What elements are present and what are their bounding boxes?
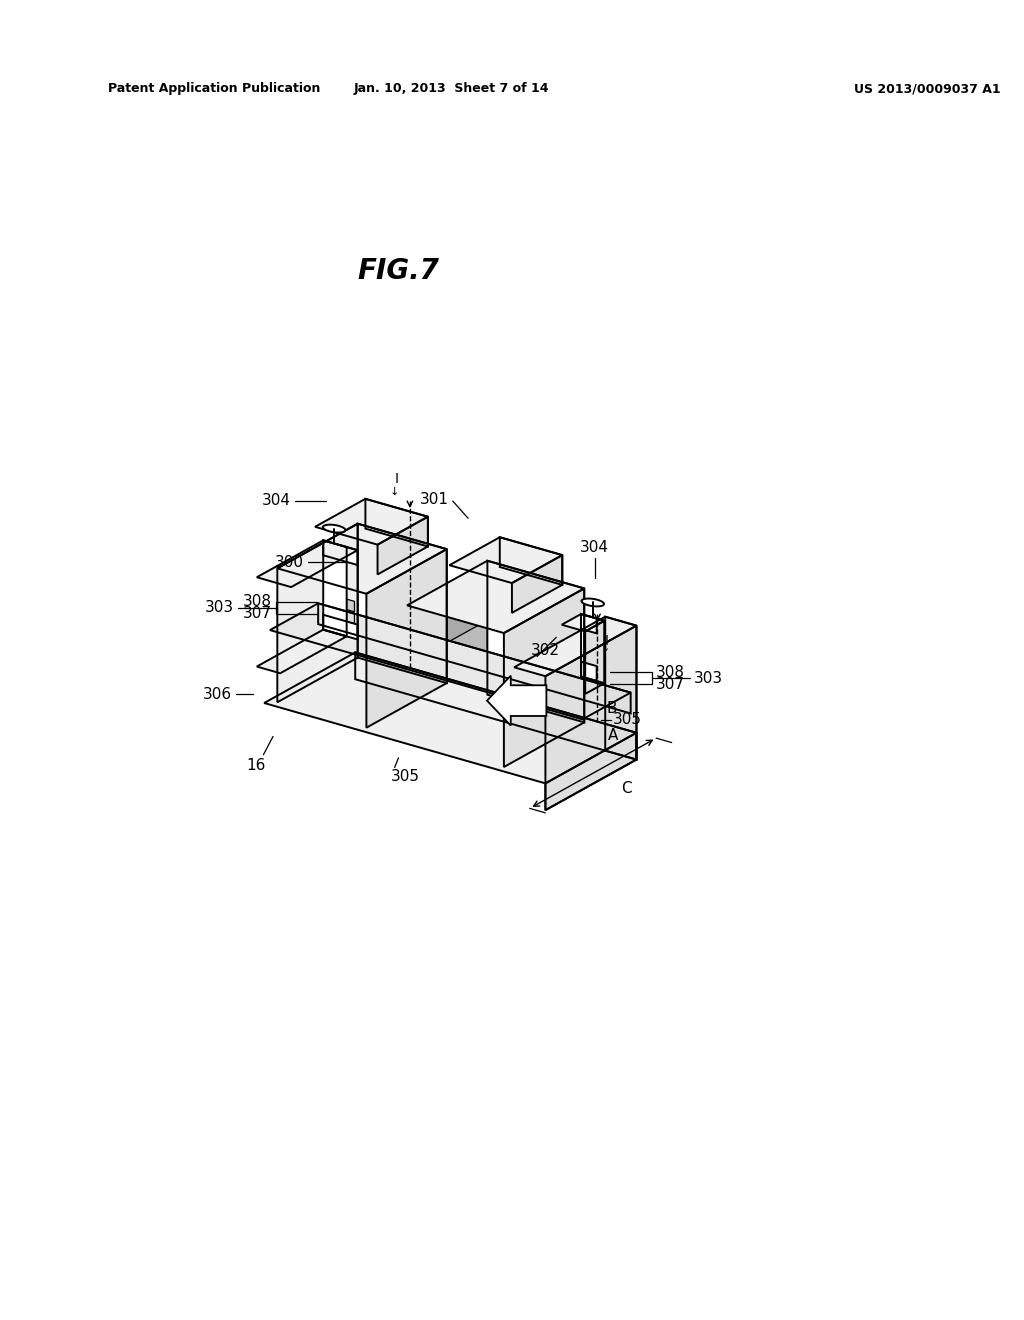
- Polygon shape: [264, 652, 637, 783]
- Text: US 2013/0009037 A1: US 2013/0009037 A1: [854, 82, 1001, 95]
- Text: 305: 305: [391, 770, 420, 784]
- Polygon shape: [324, 540, 347, 636]
- Polygon shape: [278, 524, 446, 594]
- Polygon shape: [487, 561, 585, 722]
- Text: 308: 308: [655, 665, 685, 680]
- Polygon shape: [581, 614, 597, 634]
- Text: 304: 304: [262, 494, 291, 508]
- Polygon shape: [347, 599, 354, 611]
- Polygon shape: [582, 598, 604, 606]
- Polygon shape: [562, 614, 604, 631]
- Text: FIG.7: FIG.7: [357, 257, 439, 285]
- Polygon shape: [324, 615, 357, 639]
- Polygon shape: [378, 516, 428, 574]
- Text: 308: 308: [243, 594, 272, 610]
- Text: 303: 303: [205, 601, 233, 615]
- Text: 305: 305: [612, 713, 642, 727]
- Polygon shape: [500, 537, 562, 585]
- Polygon shape: [367, 609, 487, 665]
- Polygon shape: [257, 540, 357, 587]
- Polygon shape: [315, 499, 428, 545]
- Text: ↓: ↓: [600, 643, 609, 653]
- Polygon shape: [318, 603, 631, 713]
- Polygon shape: [512, 556, 562, 612]
- Polygon shape: [407, 561, 585, 634]
- Polygon shape: [355, 652, 637, 759]
- Polygon shape: [257, 630, 347, 673]
- Text: B: B: [607, 701, 617, 715]
- Text: I: I: [605, 634, 609, 648]
- Polygon shape: [504, 589, 585, 767]
- Text: 304: 304: [581, 540, 609, 556]
- Polygon shape: [366, 499, 428, 546]
- Text: C: C: [621, 781, 631, 796]
- Polygon shape: [450, 537, 562, 583]
- Polygon shape: [581, 614, 604, 684]
- Polygon shape: [487, 676, 547, 726]
- Polygon shape: [270, 603, 631, 719]
- Text: 303: 303: [694, 671, 723, 685]
- Text: ↓: ↓: [390, 487, 399, 496]
- Polygon shape: [446, 609, 487, 665]
- Text: 307: 307: [243, 606, 272, 622]
- Polygon shape: [367, 549, 446, 727]
- Polygon shape: [605, 616, 637, 759]
- Polygon shape: [357, 524, 446, 682]
- Polygon shape: [347, 611, 354, 623]
- Polygon shape: [581, 661, 597, 681]
- Text: 306: 306: [203, 686, 231, 702]
- Polygon shape: [514, 616, 637, 676]
- Text: 302: 302: [530, 643, 559, 659]
- Text: Patent Application Publication: Patent Application Publication: [108, 82, 319, 95]
- Polygon shape: [323, 524, 345, 532]
- Polygon shape: [324, 540, 357, 565]
- Polygon shape: [546, 733, 637, 810]
- Text: 16: 16: [246, 758, 265, 772]
- Text: 307: 307: [655, 677, 685, 692]
- Text: 300: 300: [275, 554, 304, 570]
- Text: Jan. 10, 2013  Sheet 7 of 14: Jan. 10, 2013 Sheet 7 of 14: [353, 82, 549, 95]
- Text: 301: 301: [420, 491, 449, 507]
- Polygon shape: [278, 524, 357, 702]
- Polygon shape: [585, 620, 604, 694]
- Text: I: I: [394, 473, 398, 486]
- Text: A: A: [608, 727, 618, 743]
- Polygon shape: [546, 626, 637, 810]
